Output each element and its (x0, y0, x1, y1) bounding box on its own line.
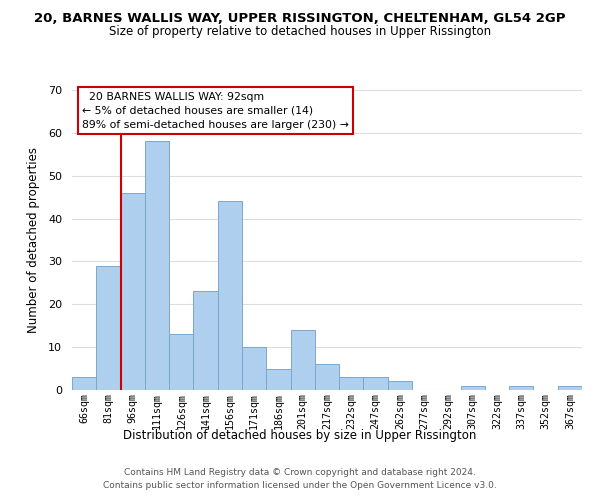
Bar (121, 193, 145, 390)
Bar (509, 386, 533, 390)
Text: Distribution of detached houses by size in Upper Rissington: Distribution of detached houses by size … (124, 428, 476, 442)
Bar (290, 330, 315, 390)
Bar (364, 377, 388, 390)
Bar (558, 386, 582, 390)
Text: Contains HM Land Registry data © Crown copyright and database right 2024.: Contains HM Land Registry data © Crown c… (124, 468, 476, 477)
Y-axis label: Number of detached properties: Number of detached properties (27, 147, 40, 333)
Bar (461, 386, 485, 390)
Bar (388, 382, 412, 390)
Bar (169, 334, 193, 390)
Bar (193, 292, 218, 390)
Text: 20, BARNES WALLIS WAY, UPPER RISSINGTON, CHELTENHAM, GL54 2GP: 20, BARNES WALLIS WAY, UPPER RISSINGTON,… (34, 12, 566, 26)
Text: 20 BARNES WALLIS WAY: 92sqm
← 5% of detached houses are smaller (14)
89% of semi: 20 BARNES WALLIS WAY: 92sqm ← 5% of deta… (82, 92, 349, 130)
Text: Size of property relative to detached houses in Upper Rissington: Size of property relative to detached ho… (109, 25, 491, 38)
Bar (145, 142, 169, 390)
Bar (266, 368, 290, 390)
Bar (96, 266, 121, 390)
Text: Contains public sector information licensed under the Open Government Licence v3: Contains public sector information licen… (103, 480, 497, 490)
Bar (339, 377, 364, 390)
Bar (242, 347, 266, 390)
Bar (218, 202, 242, 390)
Bar (315, 364, 339, 390)
Bar (72, 377, 96, 390)
